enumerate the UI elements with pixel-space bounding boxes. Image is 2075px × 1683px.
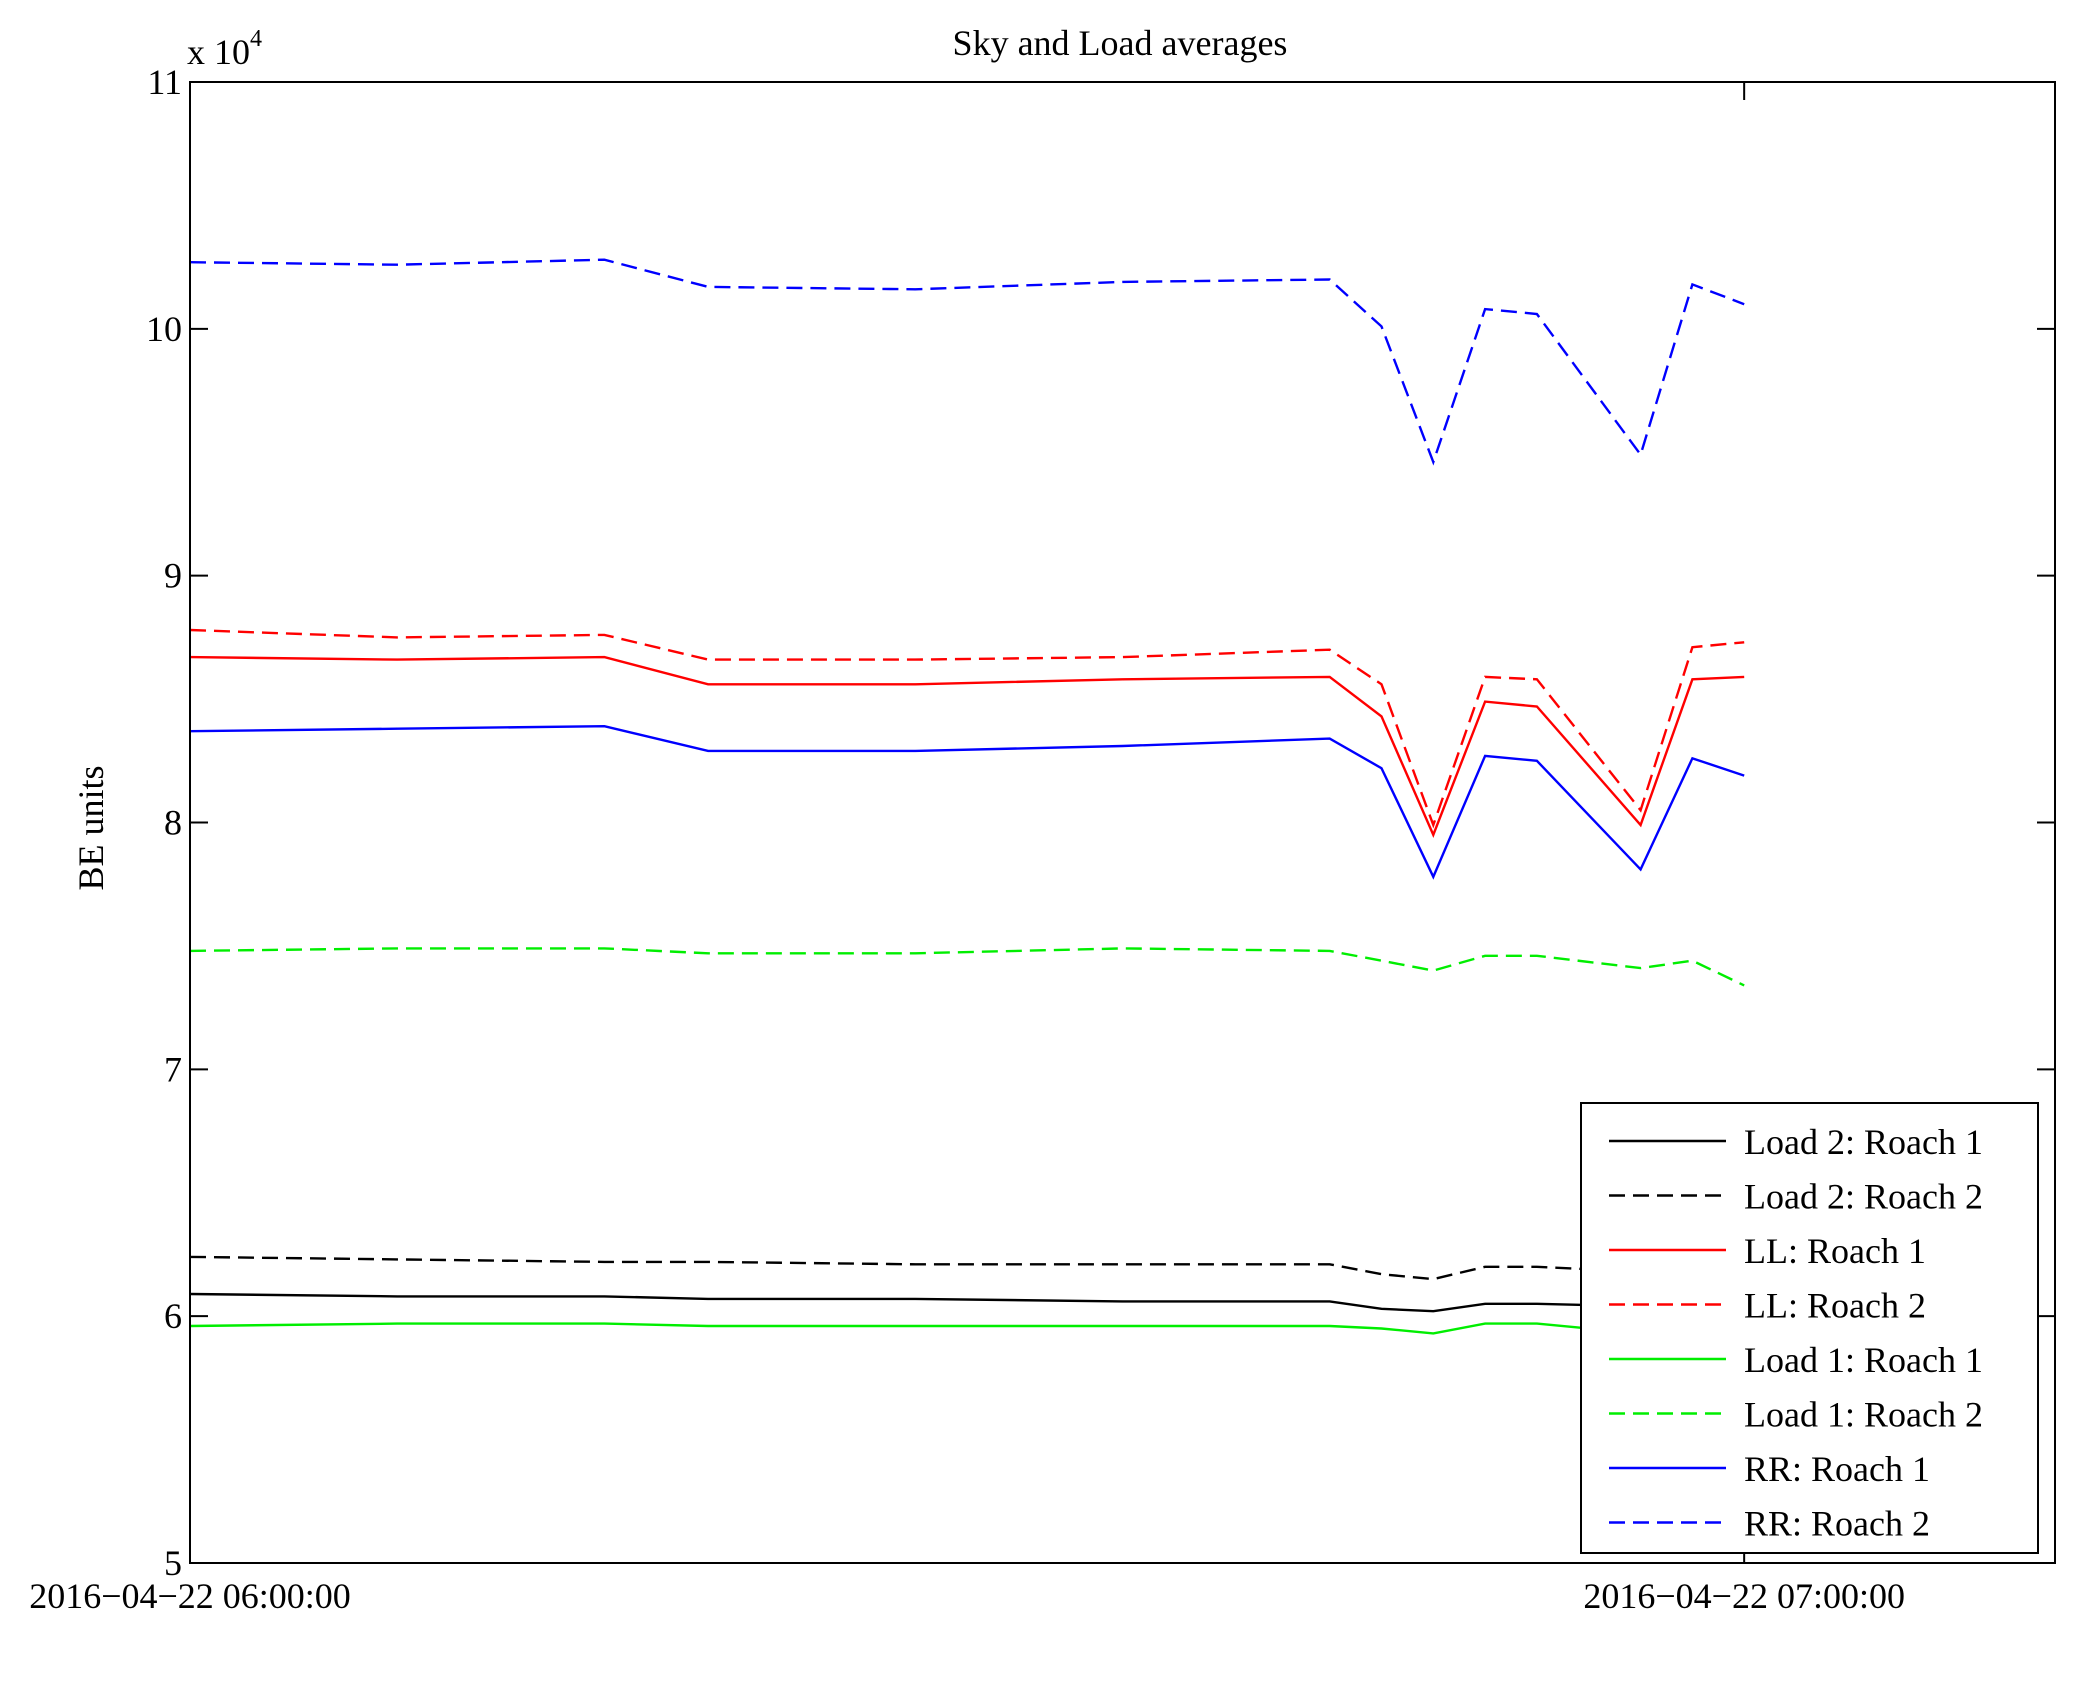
- series-line-2: [189, 1255, 1745, 1281]
- y-axis-label: BE units: [71, 765, 111, 890]
- series-line-8: [189, 258, 1745, 466]
- series-line-7: [189, 724, 1745, 880]
- series-line-4: [189, 628, 1745, 829]
- x-tick-label: 2016−04−22 07:00:00: [1583, 1576, 1905, 1616]
- y-tick-label: 7: [164, 1049, 182, 1089]
- y-tick-label: 10: [146, 309, 182, 349]
- y-exponent-label: x 104: [187, 26, 262, 72]
- x-tick-label: 2016−04−22 06:00:00: [29, 1576, 351, 1616]
- chart-title: Sky and Load averages: [953, 23, 1288, 63]
- series-layer: [189, 258, 1745, 1338]
- axes-layer: 5 6 7 8 9 10 11 2016−04−22 06:00:00 2016−04−22 0…: [29, 62, 2056, 1616]
- legend-label: RR: Roach 1: [1744, 1449, 1930, 1489]
- legend-label: Load 1: Roach 1: [1744, 1340, 1983, 1380]
- legend: Load 2: Roach 1 Load 2: Roach 2 LL: Roach …: [1580, 1102, 2039, 1554]
- legend-label: Load 2: Roach 2: [1744, 1177, 1983, 1217]
- legend-label: Load 2: Roach 1: [1744, 1122, 1983, 1162]
- series-line-3: [189, 655, 1745, 838]
- legend-label: Load 1: Roach 2: [1744, 1395, 1983, 1435]
- y-exponent-base: x 10: [187, 32, 250, 72]
- y-tick-label: 5: [164, 1543, 182, 1583]
- legend-label: LL: Roach 2: [1744, 1286, 1926, 1326]
- y-tick-label: 9: [164, 556, 182, 596]
- legend-label: RR: Roach 2: [1744, 1504, 1930, 1544]
- series-line-6: [189, 947, 1745, 987]
- y-tick-label: 8: [164, 803, 182, 843]
- y-tick-label: 11: [147, 62, 182, 102]
- y-tick-label: 6: [164, 1296, 182, 1336]
- y-exponent-power: 4: [250, 26, 262, 52]
- legend-label: LL: Roach 1: [1744, 1231, 1926, 1271]
- legend-box: [1580, 1102, 2039, 1554]
